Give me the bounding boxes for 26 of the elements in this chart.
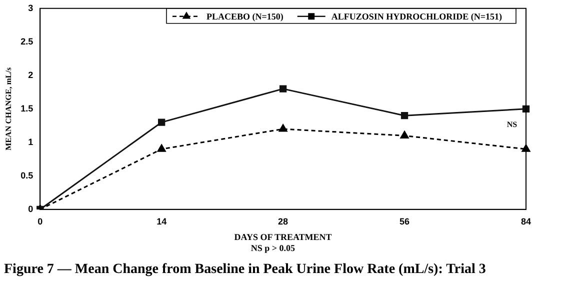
text: Figure 7 — Mean Change from Baseline in Peak Urine Flow Rate (mL/s): Trial 3	[4, 262, 486, 278]
y-tick-label: 2.5	[20, 36, 34, 46]
y-tick-label: 3	[28, 2, 34, 13]
point	[158, 118, 166, 126]
y-tick-label: 2	[28, 70, 34, 80]
point	[278, 124, 288, 132]
point	[400, 130, 409, 138]
x-axis-title: DAYS OF TREATMENT	[234, 232, 332, 242]
x-tick-label: 56	[400, 216, 410, 226]
y-tick-label: 0.5	[20, 170, 34, 180]
point	[279, 85, 287, 92]
x-tick-label: 84	[520, 216, 532, 226]
point	[400, 112, 408, 120]
annotation: NS	[506, 120, 518, 129]
x-tick-label: 28	[278, 216, 288, 226]
x-tick-label: 14	[156, 216, 167, 226]
y-tick-label: 0	[28, 204, 34, 214]
legend-label: PLACEBO (N=150)	[206, 12, 284, 22]
legend-label: ALFUZOSIN HYDROCHLORIDE (N=151)	[331, 12, 502, 22]
point	[157, 144, 166, 152]
y-tick-label: 1.5	[20, 103, 34, 114]
y-tick-label: 1	[28, 136, 34, 147]
x-tick-label: 0	[38, 216, 43, 226]
point	[522, 144, 530, 152]
text: NS p > 0.05	[250, 243, 296, 253]
y-axis-title: MEAN CHANGE, mL/s	[4, 67, 13, 150]
